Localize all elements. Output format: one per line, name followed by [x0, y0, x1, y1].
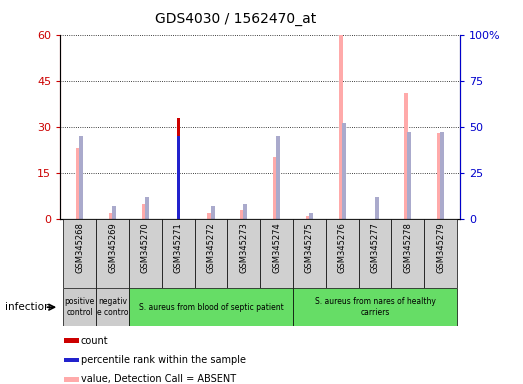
Text: percentile rank within the sample: percentile rank within the sample — [81, 355, 246, 365]
Bar — [63, 219, 96, 288]
Bar — [64, 338, 78, 343]
Text: GSM345277: GSM345277 — [370, 222, 380, 273]
Bar — [79, 136, 84, 219]
Text: GSM345278: GSM345278 — [403, 222, 412, 273]
Bar — [142, 204, 146, 219]
Text: GSM345270: GSM345270 — [141, 222, 150, 273]
Bar — [407, 132, 412, 219]
Bar — [208, 213, 211, 219]
Bar — [109, 213, 113, 219]
Text: negativ
e contro: negativ e contro — [97, 298, 128, 317]
Bar — [273, 157, 277, 219]
Bar — [129, 219, 162, 288]
Text: S. aureus from nares of healthy
carriers: S. aureus from nares of healthy carriers — [314, 298, 436, 317]
Text: positive
control: positive control — [65, 298, 95, 317]
Bar — [391, 219, 424, 288]
Bar — [293, 219, 326, 288]
Bar — [306, 216, 310, 219]
Bar — [359, 219, 391, 288]
Text: count: count — [81, 336, 109, 346]
Bar — [228, 219, 260, 288]
Bar — [437, 133, 441, 219]
Text: GSM345273: GSM345273 — [240, 222, 248, 273]
Text: GSM345272: GSM345272 — [207, 222, 215, 273]
Bar — [76, 148, 80, 219]
Text: GSM345279: GSM345279 — [436, 222, 445, 273]
Bar — [424, 219, 457, 288]
Text: GSM345268: GSM345268 — [75, 222, 84, 273]
Text: S. aureus from blood of septic patient: S. aureus from blood of septic patient — [139, 303, 283, 312]
Bar — [162, 219, 195, 288]
Bar — [96, 288, 129, 326]
Bar — [240, 210, 244, 219]
Text: GSM345269: GSM345269 — [108, 222, 117, 273]
Bar — [374, 197, 379, 219]
Text: value, Detection Call = ABSENT: value, Detection Call = ABSENT — [81, 374, 236, 384]
Bar — [309, 214, 313, 219]
Bar — [293, 288, 457, 326]
Bar — [326, 219, 359, 288]
Bar — [96, 219, 129, 288]
Bar — [260, 219, 293, 288]
Bar — [244, 204, 247, 219]
Bar — [129, 288, 293, 326]
Bar — [276, 136, 280, 219]
Bar — [211, 206, 214, 219]
Text: GSM345276: GSM345276 — [338, 222, 347, 273]
Bar — [177, 118, 179, 219]
Bar — [404, 93, 408, 219]
Bar — [112, 206, 116, 219]
Bar — [64, 358, 78, 362]
Text: infection: infection — [5, 302, 51, 312]
Bar — [63, 288, 96, 326]
Bar — [440, 132, 444, 219]
Bar — [64, 377, 78, 382]
Bar — [338, 35, 343, 219]
Text: GSM345274: GSM345274 — [272, 222, 281, 273]
Text: GDS4030 / 1562470_at: GDS4030 / 1562470_at — [155, 12, 316, 25]
Bar — [195, 219, 228, 288]
Bar — [342, 123, 346, 219]
Text: GSM345275: GSM345275 — [305, 222, 314, 273]
Bar — [177, 136, 179, 219]
Text: GSM345271: GSM345271 — [174, 222, 183, 273]
Bar — [145, 197, 149, 219]
